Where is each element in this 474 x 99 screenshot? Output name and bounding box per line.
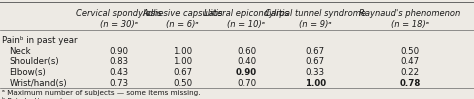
Text: 0.22: 0.22	[401, 68, 419, 77]
Text: 0.67: 0.67	[306, 57, 325, 66]
Text: 0.50: 0.50	[173, 79, 192, 88]
Text: Shoulder(s): Shoulder(s)	[9, 57, 59, 66]
Text: 0.70: 0.70	[237, 79, 256, 88]
Text: 0.83: 0.83	[109, 57, 128, 66]
Text: 0.67: 0.67	[173, 68, 192, 77]
Text: (n = 9)ᵃ: (n = 9)ᵃ	[299, 20, 331, 29]
Text: 0.60: 0.60	[237, 47, 256, 56]
Text: 0.43: 0.43	[109, 68, 128, 77]
Text: Neck: Neck	[9, 47, 31, 56]
Text: Adhesive capsulitis: Adhesive capsulitis	[142, 9, 223, 18]
Text: 1.00: 1.00	[305, 79, 326, 88]
Text: 0.40: 0.40	[237, 57, 256, 66]
Text: Painᵇ in past year: Painᵇ in past year	[2, 36, 78, 45]
Text: 0.90: 0.90	[236, 68, 257, 77]
Text: (n = 6)ᵃ: (n = 6)ᵃ	[166, 20, 199, 29]
Text: ᵃ Maximum number of subjects — some items missing.: ᵃ Maximum number of subjects — some item…	[2, 90, 201, 96]
Text: Carpal tunnel syndrome: Carpal tunnel syndrome	[264, 9, 366, 18]
Text: 1.00: 1.00	[173, 47, 192, 56]
Text: (n = 18)ᵃ: (n = 18)ᵃ	[391, 20, 429, 29]
Text: 1.00: 1.00	[173, 57, 192, 66]
Text: 0.78: 0.78	[399, 79, 421, 88]
Text: (n = 30)ᵃ: (n = 30)ᵃ	[100, 20, 137, 29]
Text: 0.67: 0.67	[306, 47, 325, 56]
Text: (n = 10)ᵃ: (n = 10)ᵃ	[228, 20, 265, 29]
Text: 0.47: 0.47	[401, 57, 419, 66]
Text: Wrist/hand(s): Wrist/hand(s)	[9, 79, 67, 88]
Text: 0.90: 0.90	[109, 47, 128, 56]
Text: Lateral epicondylitis: Lateral epicondylitis	[204, 9, 289, 18]
Text: 0.33: 0.33	[306, 68, 325, 77]
Text: Cervical spondylosis: Cervical spondylosis	[76, 9, 161, 18]
Text: ᵇ Pain lasting a day or more.: ᵇ Pain lasting a day or more.	[2, 97, 104, 99]
Text: Raynaud's phenomenon: Raynaud's phenomenon	[359, 9, 461, 18]
Text: Elbow(s): Elbow(s)	[9, 68, 46, 77]
Text: 0.50: 0.50	[401, 47, 419, 56]
Text: 0.73: 0.73	[109, 79, 128, 88]
